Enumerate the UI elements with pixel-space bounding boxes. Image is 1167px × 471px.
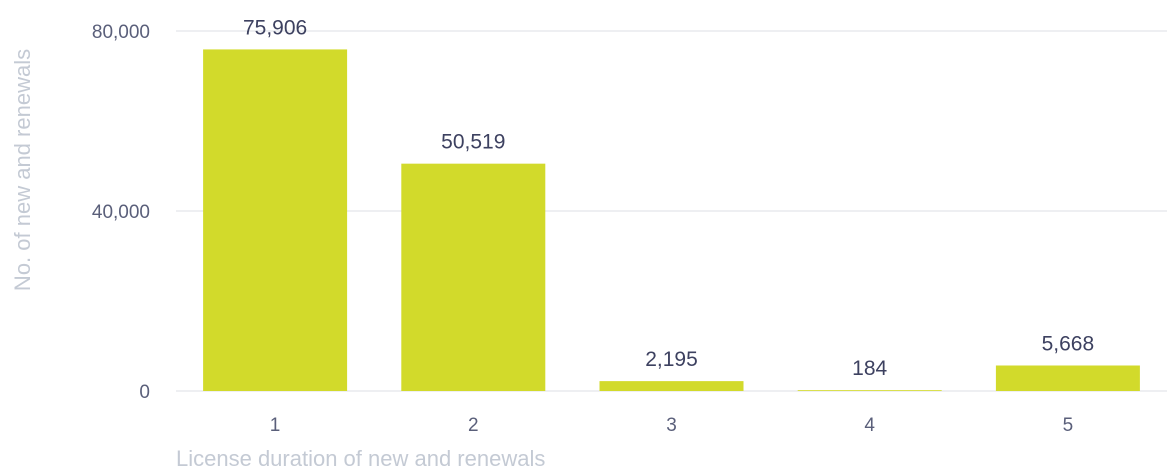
bar-value-label: 2,195 (645, 348, 698, 371)
bars (203, 49, 1140, 391)
x-tick-label: 1 (270, 415, 281, 436)
x-axis-title: License duration of new and renewals (176, 446, 545, 471)
y-tick-label: 40,000 (92, 202, 150, 223)
bar (203, 49, 348, 391)
bar (995, 365, 1140, 391)
y-axis-title: No. of new and renewals (10, 49, 35, 291)
bar (797, 390, 942, 391)
x-axis-ticks: 1 2 3 4 5 (270, 415, 1073, 436)
bar-value-label: 50,519 (441, 131, 505, 154)
y-axis-ticks: 0 40,000 80,000 (92, 22, 150, 403)
y-tick-label: 0 (139, 382, 150, 403)
data-labels: 75,906 50,519 2,195 184 5,668 (243, 16, 1094, 380)
x-tick-label: 2 (468, 415, 479, 436)
bar (599, 381, 744, 391)
x-tick-label: 3 (666, 415, 677, 436)
x-tick-label: 4 (864, 415, 875, 436)
bar-value-label: 184 (852, 357, 887, 380)
bar-value-label: 5,668 (1042, 332, 1095, 355)
bar (401, 163, 546, 391)
y-tick-label: 80,000 (92, 22, 150, 43)
x-tick-label: 5 (1063, 415, 1074, 436)
bar-value-label: 75,906 (243, 16, 307, 39)
